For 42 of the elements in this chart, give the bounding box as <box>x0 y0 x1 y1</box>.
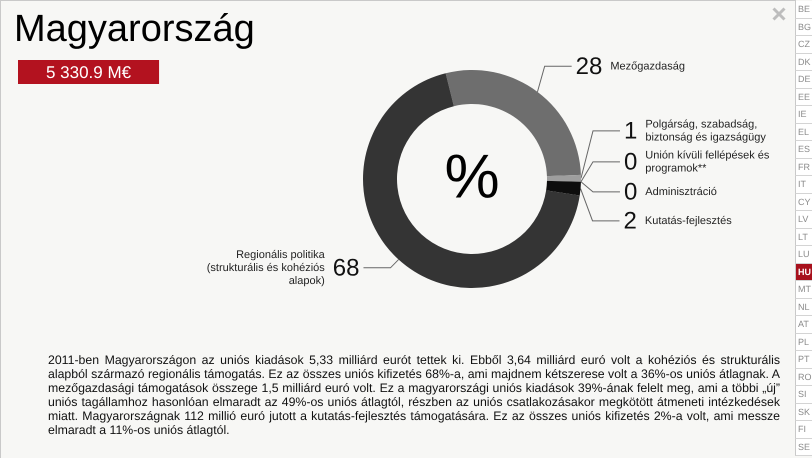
data-label: 2 <box>624 207 637 234</box>
text: CY <box>795 194 812 211</box>
slice-label: Regionális politika (strukturális és kohéziós alapok) <box>206 248 326 287</box>
text: BG <box>795 18 812 36</box>
slice-label: Mezőgazdaság <box>610 60 685 72</box>
text: SE <box>795 438 812 456</box>
text: FI <box>795 421 812 438</box>
text: DK <box>795 54 812 71</box>
text: IT <box>795 176 812 194</box>
chart-subtitle: 5 330.9 M€ <box>46 63 132 82</box>
text: FR <box>795 158 812 176</box>
text: 0 <box>624 178 638 206</box>
text: EL <box>795 124 812 141</box>
text: RO <box>795 368 812 386</box>
data-label: 1 <box>624 117 638 144</box>
text: LV <box>795 211 812 228</box>
text: ES <box>795 141 812 158</box>
text: LU <box>795 246 812 264</box>
text: SK <box>795 404 812 421</box>
text: LT <box>795 228 812 246</box>
text: IE <box>795 106 812 124</box>
text: NL <box>795 298 812 316</box>
chart-title: Magyarország <box>14 8 255 50</box>
text: EE <box>795 88 812 106</box>
text: MT <box>795 281 812 298</box>
text: BE <box>795 1 812 18</box>
text: % <box>444 142 500 212</box>
text: 0 <box>624 148 638 176</box>
text: 2011-ben Magyarországon az uniós kiadások 5,33 milliárd eurót tettek ki. Ebből 3,64 milliárd euró volt a kohéziós és strukturális alapból származó regionális támogatás. Ez az összes uniós kifizetés 68%-a, ami majdnem kétszerese volt a 36%-os uniós átlagnak. A mezőgazdasági támogatások összege 1,5 milliárd euró volt. Ez a magyarországi uniós kiadások 39%-ának felelt meg, ami a többi „új” uniós tagállamhoz hasonlóan elmaradt az 49%-os uniós átlagtól, részben az uniós csatlakozásakor megkötött átmeneti intézkedések miatt. Magyarországnak 112 millió euró jutott a kutatás-fejlesztés támogatására. Ez az összes uniós kifizetés 2%-a volt, ami messze elmaradt a 11%-os uniós átlagtól. <box>48 353 780 438</box>
data-label: 28 <box>576 52 602 80</box>
text: CZ <box>795 36 812 54</box>
slice-label: Polgárság, szabadság, biztonság és igazságügy <box>645 118 766 144</box>
text: HU <box>795 264 812 281</box>
text: PT <box>795 351 812 368</box>
legend-label: Adminisztráció <box>645 186 717 198</box>
slice-label: Kutatás-fejlesztés <box>644 214 732 227</box>
text: SI <box>795 386 812 404</box>
text: AT <box>795 316 812 334</box>
data-label: 68 <box>332 254 360 282</box>
text: PL <box>795 334 812 351</box>
text: DE <box>795 71 812 88</box>
category-label: Unión kívüli fellépések és programok** <box>645 149 770 174</box>
